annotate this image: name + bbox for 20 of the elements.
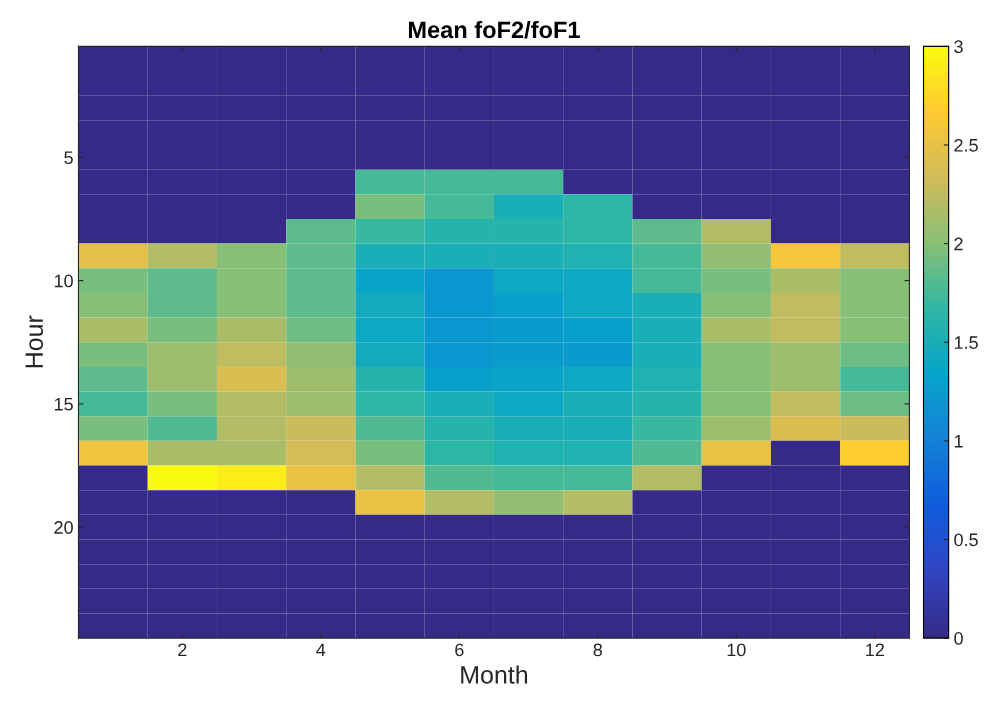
color-bar-label: 0 xyxy=(954,632,963,645)
color-bar-label: 1.5 xyxy=(954,336,978,349)
color-bar-label: 2.5 xyxy=(954,138,978,152)
y-axis-title: Hour xyxy=(25,315,44,368)
chart-title: Mean foF2/foF1 xyxy=(408,20,580,39)
y-tick-label: 10 xyxy=(54,274,73,288)
x-tick-label: 8 xyxy=(593,643,603,657)
color-bar-label: 1 xyxy=(954,434,963,448)
x-tick-label: 4 xyxy=(316,643,326,657)
x-tick-label: 6 xyxy=(455,643,464,657)
x-tick-label: 12 xyxy=(866,643,884,657)
y-tick-label: 15 xyxy=(54,398,73,411)
color-bar-label: 3 xyxy=(954,40,963,54)
y-tick-label: 5 xyxy=(64,151,73,165)
color-bar-label: 2 xyxy=(954,237,963,251)
x-tick-label: 10 xyxy=(727,643,746,657)
color-bar-label: 0.5 xyxy=(954,533,978,547)
y-tick-label: 20 xyxy=(54,521,73,534)
x-tick-label: 2 xyxy=(178,643,187,657)
x-axis-title: Month xyxy=(461,665,528,684)
